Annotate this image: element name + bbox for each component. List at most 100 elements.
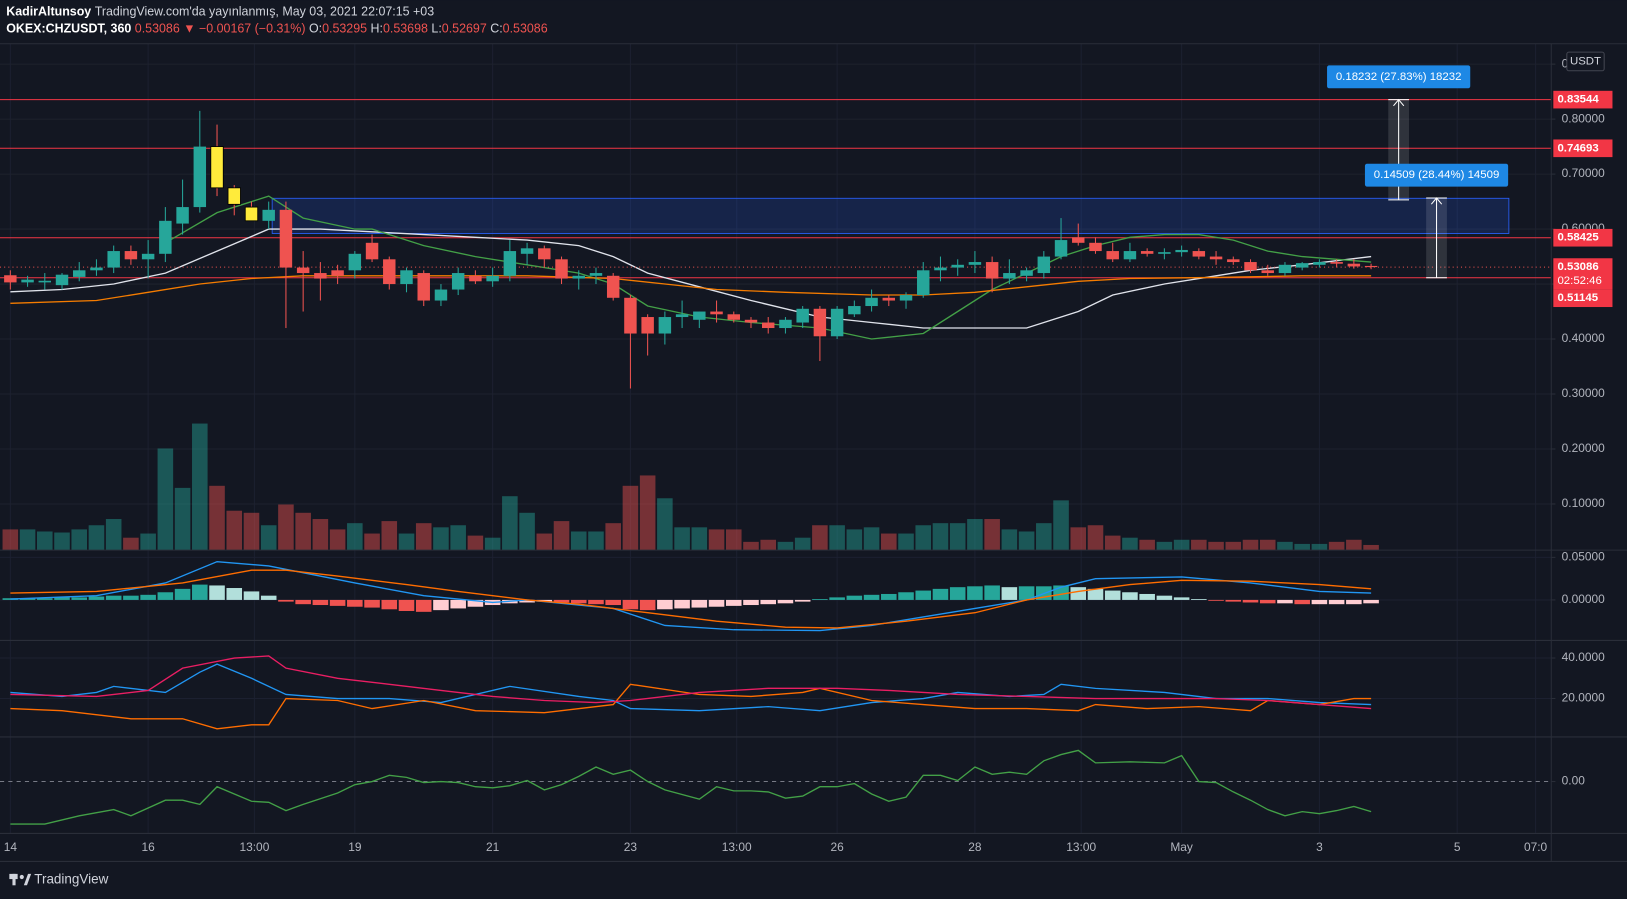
histogram-bar [54, 597, 70, 600]
volume-bar [226, 510, 243, 551]
candle-body [641, 317, 654, 334]
histogram-bar [1311, 599, 1328, 605]
candle-body [658, 317, 672, 334]
candle-body [693, 311, 706, 320]
volume-bar [639, 475, 656, 551]
histogram-bar [1139, 593, 1155, 600]
candle-body [848, 306, 861, 315]
candle-body [296, 267, 310, 274]
volume-bar [1363, 544, 1379, 551]
histogram-bar [1070, 587, 1087, 600]
candle-body [365, 242, 379, 260]
candle-body [1209, 256, 1223, 260]
histogram-bar [967, 586, 983, 600]
candle-body [606, 275, 620, 298]
histogram-bar [364, 599, 380, 608]
histogram-bar [794, 599, 811, 602]
histogram-bar [1173, 597, 1190, 600]
histogram-bar [674, 599, 690, 609]
price-label-box [1553, 258, 1613, 290]
histogram-bar [1087, 588, 1104, 600]
histogram-bar [415, 599, 432, 612]
candle-body [348, 253, 362, 271]
volume-bar [967, 519, 983, 551]
histogram-bar [381, 599, 398, 610]
volume-bar [536, 533, 553, 551]
histogram-bar [760, 599, 777, 605]
candle-body [1089, 242, 1102, 252]
candle-body [1278, 264, 1292, 274]
candle-body [107, 251, 120, 268]
price-label: 0.83544 [1557, 94, 1599, 106]
candle-body [1020, 270, 1033, 276]
histogram-bar [295, 599, 311, 605]
y-tick-label: 0.30000 [1562, 386, 1605, 400]
candle-body [1347, 263, 1361, 267]
histogram-bar [553, 599, 570, 603]
candle-body [1364, 265, 1378, 268]
candle-body [1123, 251, 1137, 260]
histogram-bar [570, 599, 587, 604]
volume-bar [1277, 541, 1293, 551]
indicator-pane [10, 749, 1372, 825]
volume-bar [502, 496, 518, 551]
measure-label-box [1327, 65, 1471, 89]
volume-bar [157, 448, 174, 551]
histogram-bar [398, 599, 415, 611]
histogram-bar [1156, 595, 1173, 600]
histogram-bar [915, 590, 932, 600]
volume-bar [588, 531, 604, 551]
histogram-bar [140, 594, 156, 600]
candle-body [951, 264, 964, 268]
histogram-bar [881, 593, 897, 600]
y-tick-label: 20.0000 [1562, 691, 1605, 705]
histogram-bar [243, 591, 260, 600]
histogram-bar [605, 599, 621, 606]
volume-bar [433, 527, 449, 551]
candle-body [279, 209, 293, 268]
volume-bar [1139, 539, 1155, 551]
high-value: 0.53698 [383, 22, 428, 36]
ohlc-label: O: [309, 22, 322, 36]
volume-bar [846, 529, 863, 551]
candle-body [1158, 252, 1171, 254]
histogram-bar [1242, 599, 1259, 603]
candle-body [503, 251, 517, 276]
zone [271, 197, 1510, 234]
volume-bar [278, 504, 294, 551]
volume-bar [295, 512, 311, 551]
histogram-bar [1122, 592, 1138, 600]
volume-bar [243, 512, 260, 551]
indicator-line [10, 569, 1372, 629]
candle-body [520, 248, 534, 254]
currency-box [1566, 51, 1605, 72]
candle-body [985, 262, 999, 279]
logo-part [19, 874, 24, 880]
volume-bar [312, 519, 329, 551]
volume-bar [37, 531, 53, 551]
candle-body [555, 259, 568, 279]
volume-bar [1001, 529, 1018, 551]
countdown: 02:52:46 [1557, 275, 1601, 287]
candle-body [1054, 240, 1068, 257]
price-label: 0.58425 [1557, 232, 1599, 244]
volume-bar [140, 533, 156, 551]
histogram-bar [829, 597, 845, 600]
price-label-box [1553, 228, 1613, 247]
volume-bar [570, 531, 587, 551]
histogram-bar [1208, 599, 1224, 601]
volume-bar [1036, 523, 1052, 551]
volume-bar [467, 535, 484, 551]
candle-body [675, 314, 689, 318]
volume-bar [1087, 525, 1104, 551]
symbol-line: OKEX:CHZUSDT, 360 0.53086 ▼ −0.00167 (−0… [6, 22, 547, 36]
measure-label: 0.14509 (28.44%) 14509 [1374, 169, 1500, 181]
histogram-bar [467, 599, 484, 607]
histogram-bar [1346, 599, 1362, 605]
candle-body [159, 220, 172, 254]
y-tick-label: 0.70000 [1562, 166, 1605, 180]
candle-body [451, 273, 465, 290]
measure-label-box [1364, 163, 1509, 187]
candle-body [1192, 251, 1206, 257]
y-tick-label: 0.00 [1562, 774, 1586, 788]
